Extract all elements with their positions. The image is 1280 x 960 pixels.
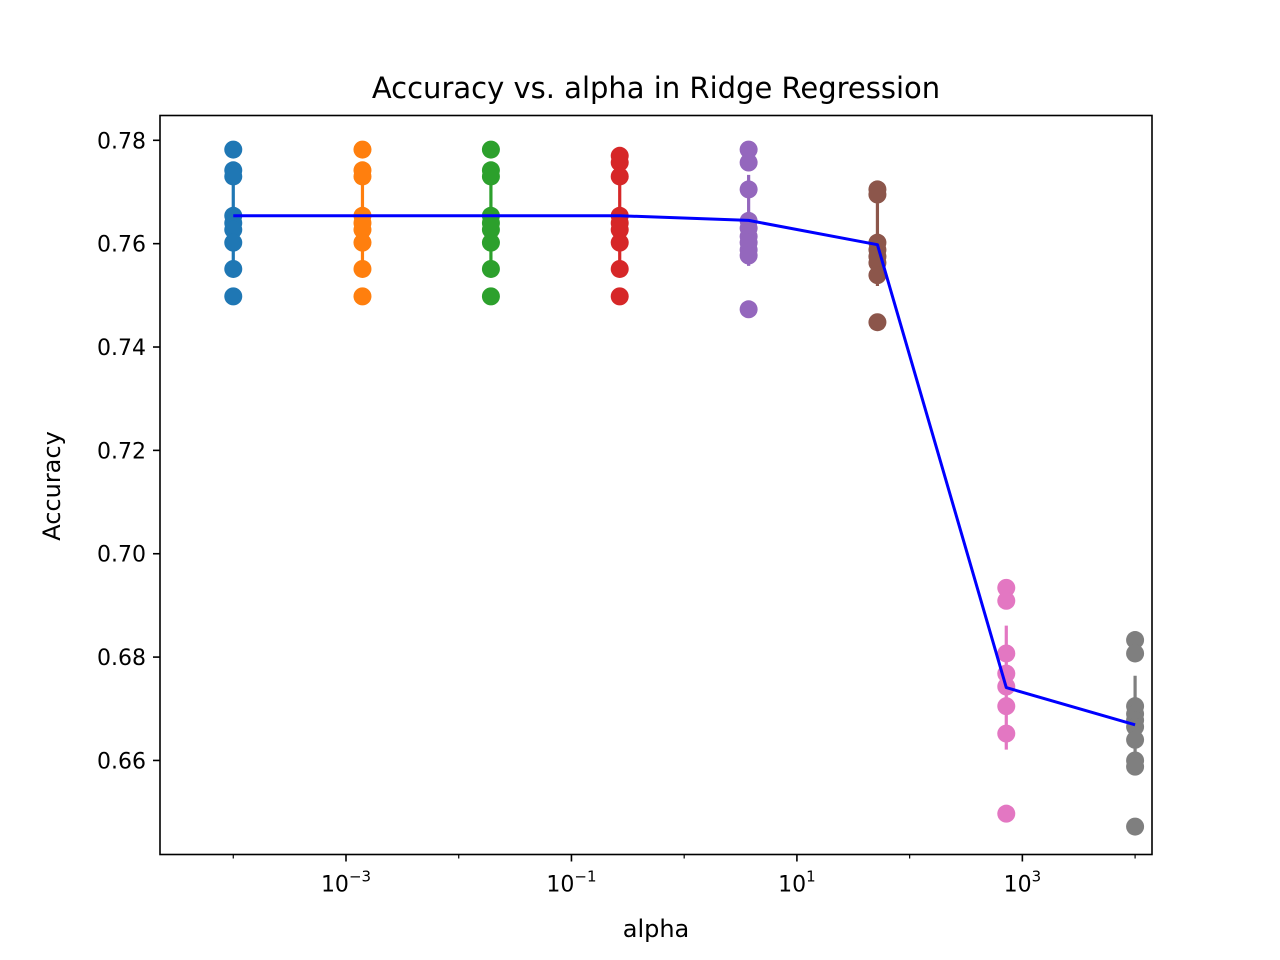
data-point [868, 313, 887, 332]
x-tick-label: 101 [778, 868, 816, 898]
data-point [997, 591, 1016, 610]
y-tick-label: 0.74 [97, 336, 146, 361]
data-point [1126, 757, 1145, 776]
y-axis-label: Accuracy [38, 431, 66, 541]
data-point [739, 246, 758, 265]
data-point [997, 644, 1016, 663]
data-point [610, 259, 629, 278]
data-point [353, 233, 372, 252]
data-point [997, 697, 1016, 716]
y-tick-label: 0.68 [97, 646, 146, 671]
data-point [224, 167, 243, 186]
chart-title: Accuracy vs. alpha in Ridge Regression [372, 71, 940, 105]
data-point [481, 287, 500, 306]
data-point [1126, 817, 1145, 836]
data-point [610, 153, 629, 172]
series-4 [610, 146, 629, 306]
y-tick-label: 0.72 [97, 439, 146, 464]
data-point [739, 153, 758, 172]
data-point [610, 220, 629, 239]
data-point [481, 259, 500, 278]
data-point [739, 300, 758, 319]
data-point [997, 724, 1016, 743]
x-tick-label: 103 [1004, 868, 1042, 898]
y-tick-label: 0.66 [97, 749, 146, 774]
mean-accuracy-line [233, 214, 1136, 727]
data-point [868, 266, 887, 285]
plot-area [224, 140, 1145, 836]
data-point [868, 185, 887, 204]
data-point [224, 220, 243, 239]
data-point [610, 167, 629, 186]
data-point [353, 220, 372, 239]
data-point [997, 804, 1016, 823]
data-point [481, 233, 500, 252]
data-point [224, 233, 243, 252]
data-point [481, 167, 500, 186]
x-tick-label: 10−3 [321, 868, 371, 898]
series-1 [224, 140, 243, 306]
data-point [353, 140, 372, 159]
data-point [481, 140, 500, 159]
data-point [481, 220, 500, 239]
y-tick-label: 0.78 [97, 129, 146, 154]
data-point [739, 180, 758, 199]
data-point [1126, 730, 1145, 749]
data-point [997, 578, 1016, 597]
y-tick-label: 0.76 [97, 233, 146, 258]
x-axis-label: alpha [623, 915, 690, 943]
data-point [610, 287, 629, 306]
y-tick-label: 0.70 [97, 543, 146, 568]
data-point [224, 259, 243, 278]
axes: 0.66 0.68 0.70 0.72 0.74 0.76 0.78 10−3 10−1 101 1… [97, 129, 1136, 898]
series-7 [997, 578, 1016, 823]
x-tick-label: 10−1 [546, 868, 596, 898]
data-point [224, 140, 243, 159]
data-point [610, 233, 629, 252]
data-point [1126, 644, 1145, 663]
axes-frame [159, 114, 1153, 856]
data-point [353, 167, 372, 186]
data-point [739, 140, 758, 159]
data-point [353, 259, 372, 278]
data-point [224, 287, 243, 306]
data-point [1126, 631, 1145, 650]
data-point [353, 287, 372, 306]
